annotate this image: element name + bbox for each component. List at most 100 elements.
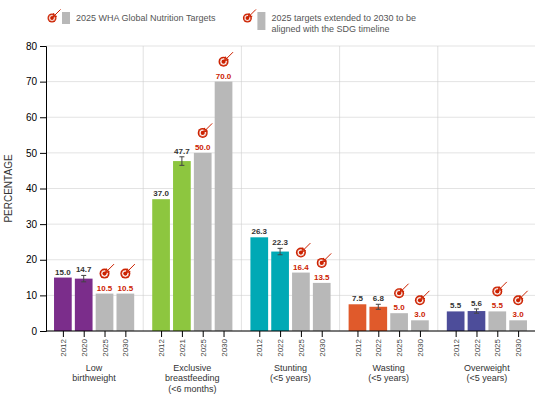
text-line: Overweight xyxy=(464,363,510,373)
legend-swatch xyxy=(257,12,265,30)
data-label: 16.4 xyxy=(293,263,309,272)
group-separator xyxy=(339,46,340,331)
target-arrow xyxy=(498,282,507,291)
target-arrow-head xyxy=(302,248,306,252)
y-tick-label: 30 xyxy=(26,219,38,230)
text-line: Wasting xyxy=(373,363,405,373)
y-tick-mark xyxy=(40,260,46,261)
error-bar xyxy=(179,157,184,166)
text-line: birthweight xyxy=(72,373,116,383)
data-label: 5.0 xyxy=(394,303,406,312)
target-icon xyxy=(394,284,409,299)
bar xyxy=(369,307,387,331)
data-label: 3.0 xyxy=(513,310,525,319)
group-separator xyxy=(143,46,144,331)
y-tick-label: 80 xyxy=(26,41,38,52)
data-label: 5.5 xyxy=(450,301,462,310)
x-tick-label: 2012 xyxy=(255,338,264,356)
target-arrow-head xyxy=(400,288,404,292)
bar xyxy=(488,311,506,331)
grid-line xyxy=(46,188,535,189)
x-tick: 2012 xyxy=(157,331,166,357)
x-axis: 2012 2020 2025 2030 2012 2021 2025 2030 2012 2022… xyxy=(46,331,535,357)
x-tick: 2012 xyxy=(59,331,68,357)
x-tick: 2030 xyxy=(121,331,130,357)
x-tick: 2030 xyxy=(416,331,425,357)
x-tick: 2025 xyxy=(199,331,208,357)
x-tick-mark xyxy=(399,331,400,337)
target-arrow-head xyxy=(519,295,523,299)
target-arrow-head xyxy=(498,286,502,290)
y-tick-label: 0 xyxy=(31,326,37,337)
x-tick-mark xyxy=(182,331,183,337)
grid xyxy=(46,46,535,331)
target-arrow-head xyxy=(126,269,130,273)
target-icon xyxy=(513,291,528,306)
x-axis-line xyxy=(46,331,535,332)
x-tick-mark xyxy=(497,331,498,337)
y-tick: 30 xyxy=(26,219,46,230)
y-tick-label: 20 xyxy=(26,254,38,265)
group-separator xyxy=(241,46,242,331)
data-label: 22.3 xyxy=(272,238,288,247)
x-tick-mark xyxy=(378,331,379,337)
x-tick-label: 2030 xyxy=(318,338,327,356)
target-arrow-head xyxy=(421,295,425,299)
x-tick-mark xyxy=(84,331,85,337)
text-line: Exclusive xyxy=(173,363,211,373)
x-tick-mark xyxy=(476,331,477,337)
x-tick-mark xyxy=(420,331,421,337)
bar xyxy=(447,311,465,331)
data-label: 10.5 xyxy=(97,284,113,293)
x-tick: 2021 xyxy=(178,331,187,357)
x-tick: 2025 xyxy=(493,331,502,357)
group-label: Lowbirthweight xyxy=(72,363,116,383)
target-icon xyxy=(100,264,115,279)
x-tick-label: 2030 xyxy=(220,338,229,356)
x-tick-mark xyxy=(224,331,225,337)
text-line: Stunting xyxy=(274,363,307,373)
x-tick-mark xyxy=(518,331,519,337)
bar xyxy=(54,278,72,331)
x-tick-mark xyxy=(280,331,281,337)
target-icon xyxy=(48,9,61,22)
bar xyxy=(292,273,310,331)
data-labels: 15.014.710.510.537.047.750.070.026.322.3… xyxy=(55,72,524,320)
target-icon xyxy=(317,253,332,268)
target-arrow xyxy=(106,264,115,273)
data-label: 70.0 xyxy=(216,72,232,81)
error-bar xyxy=(278,248,283,254)
x-tick: 2022 xyxy=(276,331,285,357)
bar xyxy=(509,320,527,331)
target-icon xyxy=(120,264,135,279)
x-tick: 2022 xyxy=(473,331,482,357)
x-tick-label: 2022 xyxy=(374,338,383,356)
data-label: 5.5 xyxy=(492,301,504,310)
x-tick: 2012 xyxy=(354,331,363,357)
y-tick: 80 xyxy=(26,41,46,52)
x-tick-label: 2025 xyxy=(493,338,502,356)
x-tick-label: 2025 xyxy=(395,338,404,356)
target-icon xyxy=(198,123,213,138)
target-icon xyxy=(415,291,430,306)
grid-line xyxy=(46,224,535,225)
bar xyxy=(313,283,331,331)
x-tick: 2030 xyxy=(514,331,523,357)
x-tick-mark xyxy=(63,331,64,337)
y-tick: 50 xyxy=(26,148,46,159)
target-arrow xyxy=(323,253,332,262)
text-line: 2025 WHA Global Nutrition Targets xyxy=(76,13,216,23)
legend: 2025 WHA Global Nutrition Targets2025 ta… xyxy=(48,9,417,33)
y-tick-mark xyxy=(40,153,46,154)
data-label: 5.6 xyxy=(471,299,483,308)
group-label: Stunting(<5 years) xyxy=(270,363,311,383)
data-label: 10.5 xyxy=(118,284,134,293)
x-tick-label: 2030 xyxy=(416,338,425,356)
x-tick: 2020 xyxy=(80,331,89,357)
x-tick: 2012 xyxy=(452,331,461,357)
target-arrow-head xyxy=(53,13,57,17)
group-label: Exclusivebreastfeeding(<6 months) xyxy=(165,363,220,394)
y-tick-label: 50 xyxy=(26,148,38,159)
bar xyxy=(152,199,170,331)
target-icons xyxy=(100,52,528,305)
